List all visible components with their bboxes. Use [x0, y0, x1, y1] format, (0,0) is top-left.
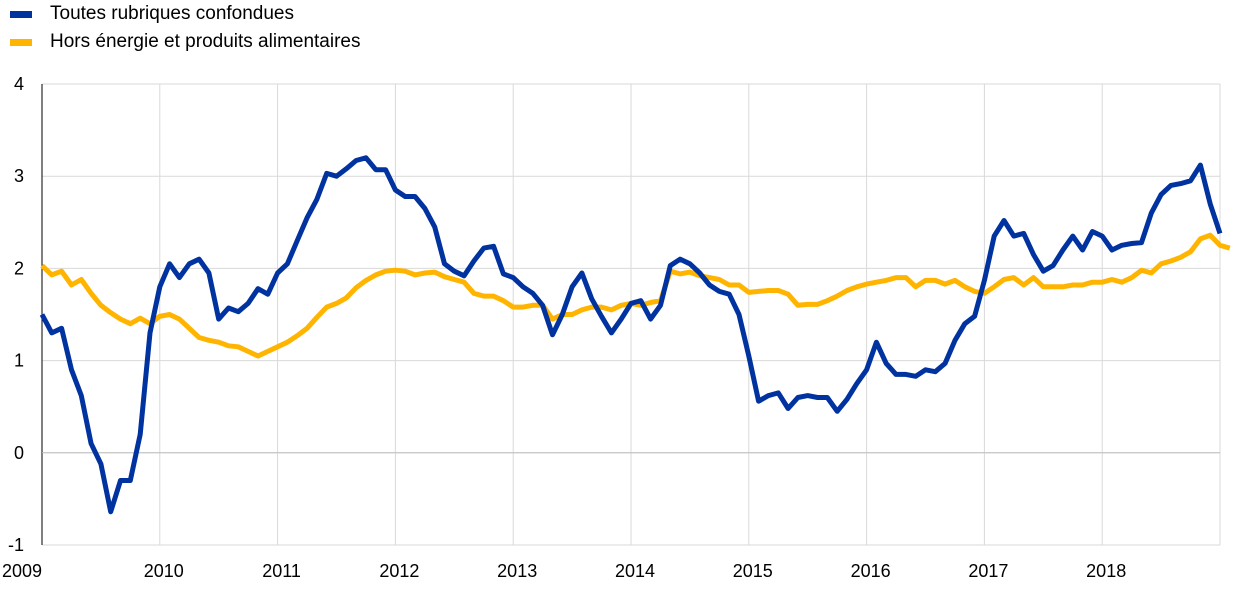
x-tick-label: 2016 — [851, 561, 891, 581]
y-tick-label: 4 — [14, 74, 24, 94]
legend-swatch-core — [10, 38, 32, 46]
legend-label-headline: Toutes rubriques confondues — [50, 3, 294, 24]
x-tick-label: 2012 — [379, 561, 419, 581]
legend-item-headline: Toutes rubriques confondues — [10, 0, 361, 28]
y-tick-label: 0 — [14, 443, 24, 463]
series-line-core — [40, 232, 1231, 359]
x-tick-label: 2014 — [615, 561, 655, 581]
x-tick-label: 2011 — [262, 561, 301, 581]
legend-label-core: Hors énergie et produits alimentaires — [50, 31, 361, 52]
legend-swatch-headline — [10, 10, 32, 18]
x-tick-label: 2013 — [497, 561, 537, 581]
y-tick-label: 1 — [14, 351, 24, 371]
legend-item-core: Hors énergie et produits alimentaires — [10, 28, 361, 56]
y-tick-label: 2 — [14, 258, 24, 278]
x-tick-label: 2017 — [968, 561, 1008, 581]
x-tick-label: 2010 — [144, 561, 184, 581]
x-tick-label: 2015 — [733, 561, 773, 581]
series-group — [39, 155, 1231, 515]
y-tick-label: 3 — [14, 166, 24, 186]
legend: Toutes rubriques confondues Hors énergie… — [10, 0, 361, 56]
y-tick-label: -1 — [8, 535, 24, 555]
tick-labels: -1 0 1 2 3 4 2009 2010 2011 2012 2013 2014 2015 2016 2… — [2, 74, 1126, 581]
series-line-headline — [39, 155, 1223, 515]
x-tick-label: 2018 — [1086, 561, 1126, 581]
x-tick-label: 2009 — [2, 561, 42, 581]
